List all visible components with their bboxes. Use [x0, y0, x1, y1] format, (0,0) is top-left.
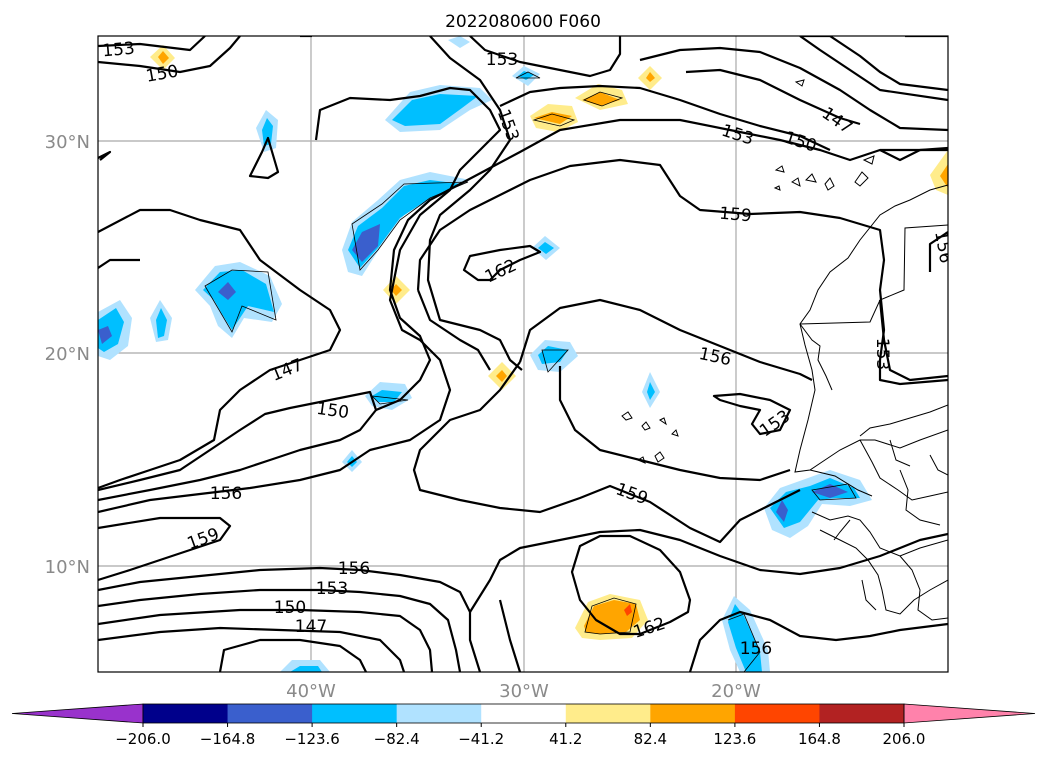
contour-label: 147 [268, 355, 306, 386]
contour-label: 156 [210, 484, 242, 504]
anomaly-fills [98, 36, 948, 672]
contour-label: 150 [144, 61, 179, 86]
contour-label: 162 [482, 256, 520, 288]
contour-label: 153 [102, 39, 136, 62]
contour-label: 150 [274, 598, 306, 618]
colorbar-tick-label: 206.0 [883, 730, 926, 748]
contour-label: 156 [740, 639, 772, 659]
contour-label: 153 [872, 338, 892, 370]
lon-label-30w: 30°W [499, 681, 549, 702]
colorbar-frame [142, 703, 905, 724]
colorbar-tick-label: 82.4 [634, 730, 667, 748]
colorbar: −206.0 −164.8 −123.6 −82.4 −41.2 41.2 82.4 123.… [11, 703, 1036, 748]
contour-label: 156 [338, 559, 370, 579]
colorbar-tick-label: −82.4 [374, 730, 420, 748]
colorbar-extend-min [11, 703, 144, 724]
lon-label-40w: 40°W [286, 681, 336, 702]
colorbar-tick-label: −206.0 [115, 730, 171, 748]
longitude-labels: 40°W 30°W 20°W [286, 681, 761, 702]
colorbar-segment [396, 704, 482, 723]
contour-label: 153 [719, 121, 756, 150]
colorbar-tick-label: 41.2 [549, 730, 582, 748]
contour-label: 156 [930, 229, 955, 264]
colorbar-tick-label: 164.8 [798, 730, 841, 748]
plot-frame [97, 35, 949, 673]
colorbar-segment [650, 704, 736, 723]
contour-label: 147 [818, 103, 856, 138]
latitude-labels: 30°N 20°N 10°N [45, 132, 90, 578]
colorbar-segment [143, 704, 229, 723]
coastlines [621, 79, 948, 621]
contour-label: 153 [486, 50, 518, 70]
colorbar-segment [481, 704, 567, 723]
lat-label-30n: 30°N [45, 132, 90, 153]
colorbar-segment [819, 704, 905, 723]
contour-label: 159 [613, 479, 650, 509]
colorbar-tick-label: −41.2 [458, 730, 504, 748]
contour-label: 150 [782, 128, 819, 157]
contour-label: 153 [493, 107, 523, 144]
colorbar-tick-label: 123.6 [713, 730, 756, 748]
colorbar-segment [565, 704, 651, 723]
patch-outlines [204, 71, 857, 672]
colorbar-tick-label: −123.6 [284, 730, 340, 748]
map-area: 153 150 153 147 153 150 159 156 162 156 … [98, 36, 955, 672]
contour-label: 150 [315, 399, 350, 423]
contour-label: 153 [316, 579, 348, 599]
contour-label: 159 [718, 204, 752, 227]
plot-title: 2022080600 F060 [445, 12, 601, 32]
colorbar-segment [312, 704, 398, 723]
colorbar-tick-label: −164.8 [200, 730, 256, 748]
contour-labels-vertical: 153 153 [493, 107, 892, 371]
contour-label: 159 [185, 524, 222, 554]
height-contours [98, 36, 948, 672]
lon-label-20w: 20°W [711, 681, 761, 702]
lat-label-10n: 10°N [45, 557, 90, 578]
colorbar-segment [734, 704, 820, 723]
contour-label: 147 [295, 617, 327, 637]
colorbar-segment [227, 704, 313, 723]
lat-label-20n: 20°N [45, 344, 90, 365]
colorbar-extend-max [903, 703, 1036, 724]
